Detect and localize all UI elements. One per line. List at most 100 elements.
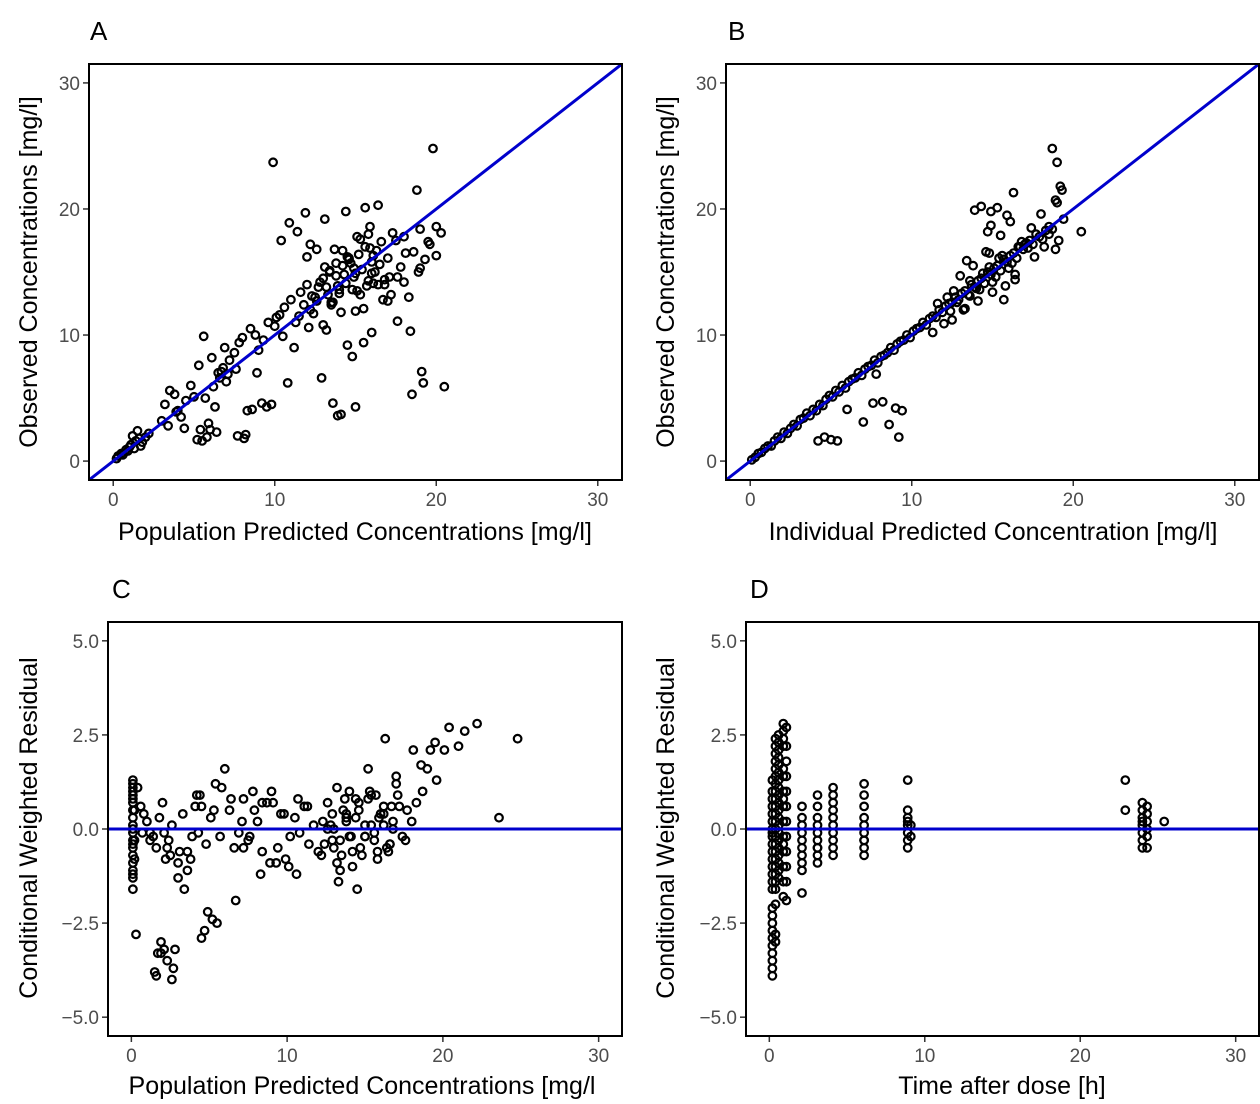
panel-b-point [932, 298, 943, 309]
panel-d-point [1120, 805, 1131, 816]
panel-c-point [327, 809, 338, 819]
panel-a-point [431, 250, 442, 261]
panel-d-xtick-label: 20 [1070, 1046, 1091, 1067]
panel-a-point [326, 297, 337, 308]
panel-c-point [247, 786, 258, 797]
panel-c-ytick-label: −5.0 [61, 1008, 99, 1029]
panel-c-point [196, 801, 207, 812]
panel-d-point [778, 861, 789, 872]
panel-a-point [303, 322, 314, 333]
panel-a-point [308, 308, 319, 319]
panel-a-point [373, 200, 384, 211]
panel-b-point [987, 287, 998, 298]
panel-d-point [781, 876, 792, 887]
panel-d-letter: D [750, 574, 769, 604]
panel-c-point [408, 745, 419, 755]
panel-c-point [165, 850, 176, 861]
panel-a-point [336, 307, 346, 318]
panel-a-point [423, 236, 434, 247]
panel-a-point [405, 326, 416, 337]
panel-c-point [127, 884, 138, 895]
panel-d-ytick-label: −5.0 [699, 1008, 737, 1029]
panel-b-ytick-label: 30 [696, 74, 717, 95]
panel-b-letter: B [728, 16, 745, 46]
panel-a-point [171, 407, 182, 417]
panel-c-point [151, 842, 162, 853]
panel-c-point [431, 775, 442, 785]
panel-c-point [257, 846, 268, 857]
panel-b-point [1002, 210, 1012, 221]
panel-b-point [832, 436, 843, 446]
panel-a-point [376, 236, 387, 247]
panel-c-point [219, 763, 230, 774]
panel-c-ylabel: Conditional Weighted Residual [15, 657, 43, 998]
panel-a-point [365, 221, 375, 232]
panel-d-point [1120, 775, 1131, 785]
panel-c-point [290, 812, 300, 823]
panel-a-point [387, 227, 398, 238]
panel-b-point [973, 296, 983, 306]
panel-b-point [1047, 143, 1058, 154]
panel-d-point [797, 888, 807, 898]
panel-d-point [1137, 842, 1148, 853]
panel-c-point [131, 929, 141, 940]
panel-c-point [238, 794, 249, 804]
panel-a-point [355, 289, 366, 300]
panel-a-point [302, 279, 312, 290]
panel-a-point [298, 299, 309, 310]
panel-a-point [365, 243, 375, 253]
panel-a-frame [88, 63, 623, 481]
panel-a-point [366, 268, 377, 279]
panel-a-point [179, 423, 190, 434]
panel-c-point [328, 842, 339, 853]
panel-c-point [127, 869, 138, 880]
panel-a-ytick-label: 0 [69, 452, 80, 473]
panel-c-point [302, 801, 313, 812]
panel-a-point [277, 331, 288, 342]
panel-c-point [151, 970, 162, 981]
panel-a-points [111, 143, 450, 464]
panel-a-point [305, 239, 316, 250]
panel-a-ytick-label: 20 [59, 200, 80, 221]
panel-b-point [1039, 241, 1050, 252]
panel-c-point [425, 745, 436, 755]
panel-a-point [342, 340, 353, 351]
panel-c-point [327, 835, 338, 846]
panel-c-point [182, 865, 193, 876]
panel-c-frame [107, 621, 623, 1037]
panel-a-point [415, 224, 426, 235]
panel-c-point [444, 722, 455, 733]
panel-c-point [141, 816, 152, 827]
panel-d-point [781, 786, 792, 797]
panel-a-point [252, 367, 262, 378]
panel-b-point [961, 255, 972, 266]
panel-d-point [812, 858, 823, 868]
panel-c-point [191, 790, 202, 800]
panel-a-point [193, 360, 204, 371]
panel-c-point [339, 794, 350, 804]
panel-a-point [219, 342, 230, 353]
panel-b-point [947, 315, 957, 325]
panel-b-point [897, 405, 907, 416]
panel-d-point [812, 842, 823, 853]
panel-a-point [386, 289, 396, 300]
panel-b-point [977, 268, 988, 279]
panel-a-point [203, 418, 214, 429]
panel-d-point [812, 790, 823, 800]
panel-a-point [403, 292, 414, 303]
panel-a-xtick-label: 30 [587, 490, 608, 511]
panel-c-xlabel: Population Predicted Concentrations [mg/… [129, 1072, 596, 1100]
panel-a-point [319, 262, 330, 272]
panel-a-point [358, 303, 369, 314]
panel-b-xtick-label: 10 [901, 490, 922, 511]
panel-d-point [828, 850, 838, 861]
panel-b-point [1055, 181, 1066, 192]
panel-b-point [945, 306, 956, 317]
panel-a-xtick-label: 10 [264, 490, 285, 511]
panel-c-point [157, 797, 168, 808]
panel-a-point [163, 420, 174, 431]
panel-a-point [416, 366, 427, 377]
panel-c-point [249, 805, 260, 816]
panel-a-point [436, 227, 447, 238]
panel-c-point [163, 835, 174, 846]
